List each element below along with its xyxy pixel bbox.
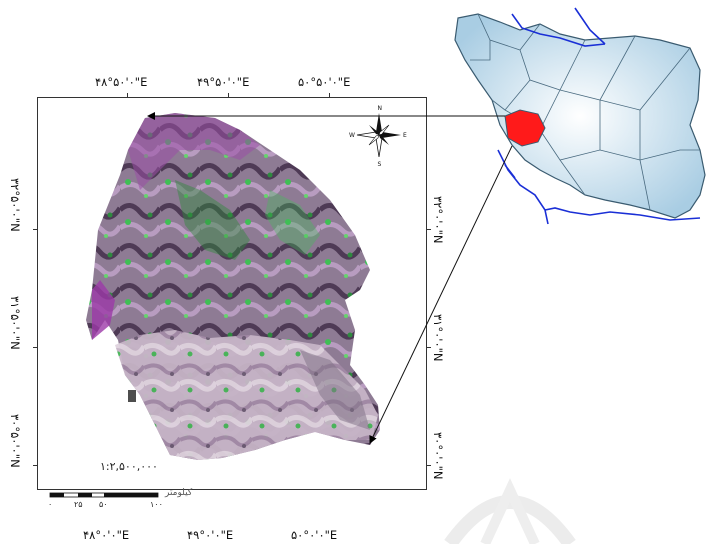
tick-right-2 — [426, 347, 431, 348]
satellite-image — [86, 113, 380, 460]
tick-left-2 — [33, 347, 38, 348]
scale-tick-0: ۰ — [48, 500, 53, 509]
tick-left-3 — [33, 465, 38, 466]
khuzestan-highlight — [504, 109, 546, 147]
tick-top-2 — [228, 93, 229, 98]
top-coord-2: ۴۹°۵۰'۰"E — [197, 75, 250, 89]
scale-tick-50: ۵۰ — [99, 500, 108, 509]
svg-text:S: S — [378, 161, 382, 168]
bottom-coord-1: ۴۸°۰'۰"E — [83, 528, 130, 542]
leader-line-bottom — [369, 145, 513, 444]
tick-left-1 — [33, 229, 38, 230]
top-coord-3: ۵۰°۵۰'۰"E — [298, 75, 351, 89]
scale-unit-label: کیلومتر — [165, 488, 193, 498]
tick-right-3 — [426, 465, 431, 466]
scale-bar — [49, 492, 159, 498]
top-coord-1: ۴۸°۵۰'۰"E — [95, 75, 148, 89]
svg-text:N: N — [378, 105, 383, 112]
svg-text:E: E — [403, 132, 407, 139]
north-arrow-icon: N S E W — [349, 105, 407, 168]
tick-top-1 — [127, 93, 128, 98]
bottom-coord-2: ۴۹°۰'۰"E — [187, 528, 234, 542]
bottom-coord-3: ۵۰°۰'۰"E — [291, 528, 338, 542]
iran-locator-map — [454, 7, 706, 225]
tick-top-3 — [329, 93, 330, 98]
tick-right-1 — [426, 229, 431, 230]
svg-text:W: W — [349, 132, 355, 139]
scale-ratio: ۱:۲,۵۰۰,۰۰۰ — [100, 460, 158, 473]
scale-tick-25: ۲۵ — [74, 500, 83, 509]
scale-tick-100: ۱۰۰ — [150, 500, 163, 509]
